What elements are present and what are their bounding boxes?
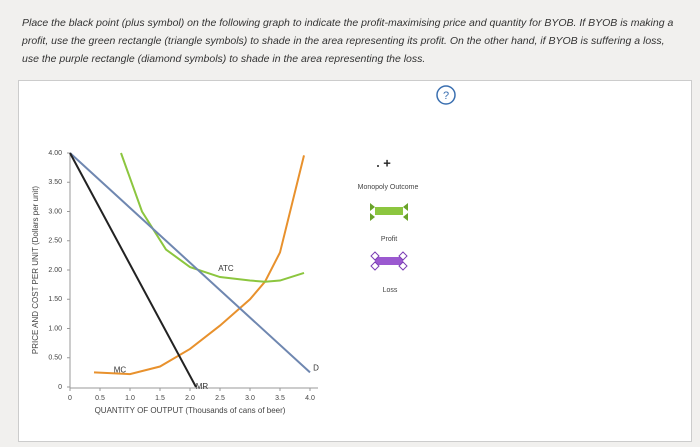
tool-label: Profit bbox=[381, 236, 397, 243]
curve-label: MC bbox=[114, 365, 127, 374]
help-button[interactable] bbox=[436, 85, 456, 105]
x-tick-label: 0.5 bbox=[95, 395, 105, 402]
x-tick-label: 2.5 bbox=[215, 395, 225, 402]
curve-label: MR bbox=[196, 382, 209, 391]
y-axis-title: PRICE AND COST PER UNIT (Dollars per uni… bbox=[31, 186, 40, 355]
diamond-icons bbox=[370, 251, 408, 271]
y-tick-label: 2.00 bbox=[48, 267, 62, 274]
help-label[interactable]: ? bbox=[443, 90, 449, 102]
curve bbox=[93, 155, 305, 376]
loss-rect bbox=[375, 257, 403, 265]
x-tick-label: 3.5 bbox=[275, 395, 285, 402]
x-tick-label: 1.0 bbox=[125, 395, 135, 402]
x-tick-label: 2.0 bbox=[185, 395, 195, 402]
x-tick-label: 0 bbox=[68, 395, 72, 402]
tool-label: Loss bbox=[383, 287, 398, 294]
profit-rect bbox=[375, 207, 403, 215]
curve bbox=[69, 152, 197, 388]
loss-tool[interactable] bbox=[370, 251, 408, 271]
dot-icon bbox=[377, 165, 379, 167]
plus-icon[interactable]: + bbox=[383, 155, 391, 170]
x-tick-label: 1.5 bbox=[155, 395, 165, 402]
y-tick-label: 1.00 bbox=[48, 325, 62, 332]
panel bbox=[18, 80, 692, 442]
curve-label: ATC bbox=[218, 264, 234, 273]
x-axis-title: QUANTITY OF OUTPUT (Thousands of cans of… bbox=[95, 406, 286, 415]
curve bbox=[69, 152, 311, 374]
profit-tool[interactable] bbox=[370, 203, 408, 221]
tool-label: Monopoly Outcome bbox=[358, 184, 419, 191]
y-tick-label: 2.50 bbox=[48, 238, 62, 245]
x-tick-label: 4.0 bbox=[305, 395, 315, 402]
y-tick-label: 3.00 bbox=[48, 208, 62, 215]
instructions: Place the black point (plus symbol) on t… bbox=[22, 17, 674, 65]
y-tick-label: 3.50 bbox=[48, 179, 62, 186]
y-tick-label: 0 bbox=[58, 384, 62, 391]
y-tick-label: 4.00 bbox=[48, 150, 62, 157]
y-tick-label: 1.50 bbox=[48, 296, 62, 303]
monopoly-tool[interactable]: + bbox=[377, 155, 391, 170]
y-tick-label: 0.50 bbox=[48, 355, 62, 362]
x-tick-label: 3.0 bbox=[245, 395, 255, 402]
curve bbox=[120, 152, 305, 283]
curve-label: D bbox=[313, 363, 319, 372]
